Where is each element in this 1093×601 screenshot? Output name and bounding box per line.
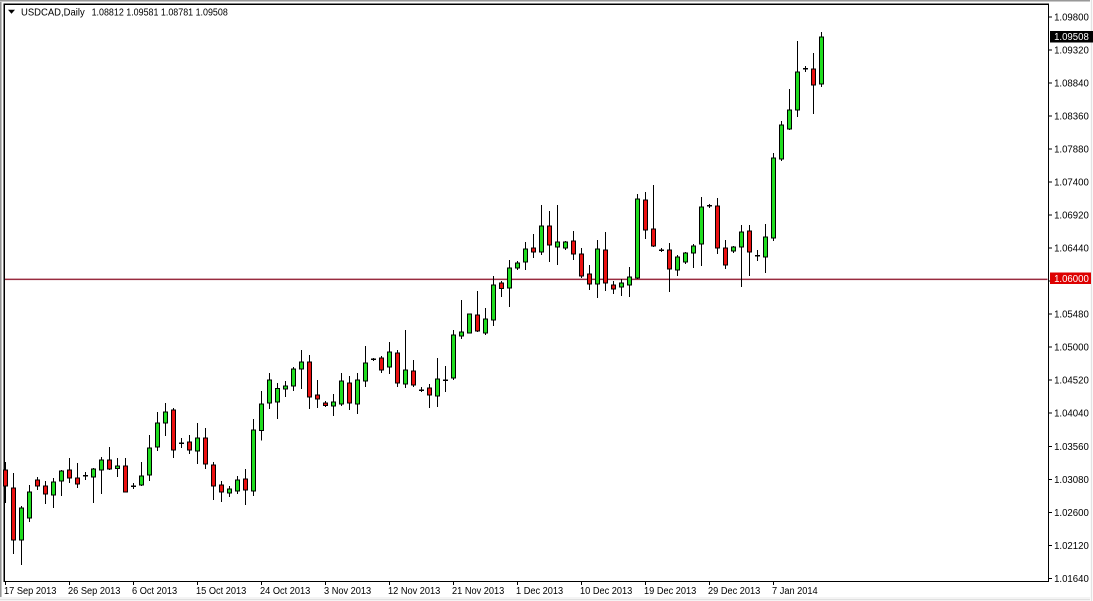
svg-text:1.07400: 1.07400	[1054, 178, 1089, 189]
svg-text:24 Oct 2013: 24 Oct 2013	[260, 586, 311, 597]
svg-text:1.05480: 1.05480	[1054, 310, 1089, 321]
svg-text:1.01640: 1.01640	[1054, 574, 1089, 585]
svg-text:1.09800: 1.09800	[1054, 12, 1089, 23]
svg-text:7 Jan 2014: 7 Jan 2014	[772, 586, 818, 597]
svg-text:1.06440: 1.06440	[1054, 244, 1089, 255]
svg-text:1.03560: 1.03560	[1054, 442, 1089, 453]
svg-text:1.04040: 1.04040	[1054, 409, 1089, 420]
svg-text:3 Nov 2013: 3 Nov 2013	[324, 586, 372, 597]
svg-text:1.04520: 1.04520	[1054, 376, 1089, 387]
svg-text:21 Nov 2013: 21 Nov 2013	[452, 586, 505, 597]
svg-text:10 Dec 2013: 10 Dec 2013	[580, 586, 633, 597]
svg-text:1.06920: 1.06920	[1054, 211, 1089, 222]
svg-text:1.03080: 1.03080	[1054, 475, 1089, 486]
svg-text:15 Oct 2013: 15 Oct 2013	[196, 586, 247, 597]
svg-text:1.08840: 1.08840	[1054, 78, 1089, 89]
svg-text:USDCAD,Daily: USDCAD,Daily	[21, 8, 85, 19]
svg-text:1.07880: 1.07880	[1054, 144, 1089, 155]
svg-text:1 Dec 2013: 1 Dec 2013	[516, 586, 564, 597]
svg-text:1.02120: 1.02120	[1054, 541, 1089, 552]
svg-text:1.02600: 1.02600	[1054, 508, 1089, 519]
svg-text:26 Sep 2013: 26 Sep 2013	[68, 586, 121, 597]
svg-text:17 Sep 2013: 17 Sep 2013	[4, 586, 57, 597]
svg-text:1.09508: 1.09508	[1054, 32, 1089, 43]
svg-text:6 Oct 2013: 6 Oct 2013	[132, 586, 178, 597]
svg-text:1.08360: 1.08360	[1054, 111, 1089, 122]
svg-text:1.09320: 1.09320	[1054, 45, 1089, 56]
svg-text:19 Dec 2013: 19 Dec 2013	[644, 586, 697, 597]
svg-text:29 Dec 2013: 29 Dec 2013	[708, 586, 761, 597]
svg-text:1.08812 1.09581 1.08781 1.0950: 1.08812 1.09581 1.08781 1.09508	[92, 8, 229, 19]
svg-text:1.05000: 1.05000	[1054, 343, 1089, 354]
svg-text:12 Nov 2013: 12 Nov 2013	[388, 586, 441, 597]
svg-text:1.06000: 1.06000	[1054, 274, 1089, 285]
